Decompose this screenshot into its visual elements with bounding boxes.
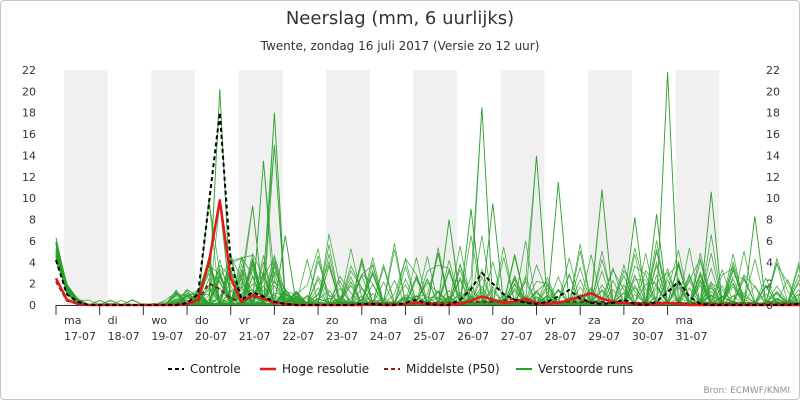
y-tick-left-12: 12 <box>22 171 36 184</box>
ensemble-member-32 <box>55 89 800 306</box>
legend[interactable]: Controle Hoge resolutie Middelste (P50) Ver… <box>168 362 633 376</box>
legend-label-0: Controle <box>190 362 241 376</box>
y-tick-left-18: 18 <box>22 107 36 120</box>
series-controle <box>55 111 800 306</box>
legend-label-3: Verstoorde runs <box>538 362 633 376</box>
x-tick-date-1: 18-07 <box>108 330 140 343</box>
legend-label-2: Middelste (P50) <box>406 362 500 376</box>
series-middelste-p50- <box>55 281 800 306</box>
day-band-7 <box>675 70 720 305</box>
y-tick-left-6: 6 <box>29 235 36 248</box>
x-tick-day-13: zo <box>632 314 645 327</box>
chart-subtitle: Twente, zondag 16 juli 2017 (Versie zo 1… <box>260 39 540 53</box>
x-tick-date-2: 19-07 <box>151 330 183 343</box>
series-hoge-resolutie <box>54 199 800 307</box>
x-tick-date-11: 28-07 <box>545 330 577 343</box>
legend-item-0[interactable]: Controle <box>168 362 241 376</box>
y-tick-right-10: 10 <box>766 192 780 205</box>
x-tick-day-8: di <box>413 314 423 327</box>
x-tick-day-10: do <box>501 314 515 327</box>
legend-item-1[interactable]: Hoge resolutie <box>260 362 369 376</box>
y-tick-right-8: 8 <box>766 214 773 227</box>
y-tick-right-22: 22 <box>766 64 780 77</box>
x-tick-date-13: 30-07 <box>632 330 664 343</box>
y-tick-right-2: 2 <box>766 278 773 291</box>
day-band-0 <box>64 70 108 305</box>
x-tick-day-5: za <box>282 314 295 327</box>
x-tick-date-3: 20-07 <box>195 330 227 343</box>
y-tick-left-0: 0 <box>29 299 36 312</box>
x-axis: ma 17-07 di 18-07 wo 19-07 do 20-07 vr 21-07 za 22-… <box>55 305 744 343</box>
y-tick-right-16: 16 <box>766 128 780 141</box>
legend-item-3[interactable]: Verstoorde runs <box>516 362 633 376</box>
ensemble-member-48 <box>55 72 800 306</box>
legend-label-1: Hoge resolutie <box>282 362 369 376</box>
x-tick-date-9: 26-07 <box>457 330 489 343</box>
day-bands <box>64 70 720 305</box>
y-tick-left-2: 2 <box>29 278 36 291</box>
y-axis-left: 0 2 4 6 8 10 12 14 16 18 20 22 <box>22 64 36 312</box>
y-tick-right-6: 6 <box>766 235 773 248</box>
y-tick-left-4: 4 <box>29 256 36 269</box>
y-tick-right-12: 12 <box>766 171 780 184</box>
x-tick-date-5: 22-07 <box>282 330 314 343</box>
y-tick-left-8: 8 <box>29 214 36 227</box>
ensemble-member-34 <box>55 200 800 306</box>
y-tick-right-20: 20 <box>766 85 780 98</box>
x-tick-day-9: wo <box>457 314 473 327</box>
x-tick-date-7: 24-07 <box>370 330 402 343</box>
y-tick-left-20: 20 <box>22 85 36 98</box>
x-tick-date-6: 23-07 <box>326 330 358 343</box>
y-tick-right-4: 4 <box>766 256 773 269</box>
y-tick-left-10: 10 <box>22 192 36 205</box>
x-tick-date-12: 29-07 <box>588 330 620 343</box>
x-tick-date-10: 27-07 <box>501 330 533 343</box>
x-tick-day-2: wo <box>151 314 167 327</box>
day-band-4 <box>413 70 458 305</box>
y-tick-right-18: 18 <box>766 107 780 120</box>
x-tick-date-4: 21-07 <box>239 330 271 343</box>
y-tick-left-16: 16 <box>22 128 36 141</box>
y-tick-right-14: 14 <box>766 149 780 162</box>
x-tick-date-14: 31-07 <box>676 330 708 343</box>
day-band-1 <box>151 70 196 305</box>
x-tick-date-0: 17-07 <box>64 330 96 343</box>
x-tick-day-4: vr <box>239 314 251 327</box>
day-band-5 <box>500 70 545 305</box>
x-tick-day-0: ma <box>64 314 81 327</box>
x-tick-day-3: do <box>195 314 209 327</box>
x-tick-day-6: zo <box>326 314 339 327</box>
x-tick-day-1: di <box>108 314 118 327</box>
x-tick-day-12: za <box>588 314 601 327</box>
x-tick-day-11: vr <box>545 314 557 327</box>
x-tick-date-8: 25-07 <box>413 330 445 343</box>
legend-item-2[interactable]: Middelste (P50) <box>384 362 500 376</box>
chart-title: Neerslag (mm, 6 uurlijks) <box>286 8 514 29</box>
x-tick-day-14: ma <box>676 314 693 327</box>
main-series <box>54 111 800 307</box>
day-band-6 <box>588 70 632 305</box>
y-tick-left-22: 22 <box>22 64 36 77</box>
y-tick-left-14: 14 <box>22 149 36 162</box>
x-tick-day-7: ma <box>370 314 387 327</box>
credit: Bron: ECMWF/KNMI <box>703 386 790 396</box>
